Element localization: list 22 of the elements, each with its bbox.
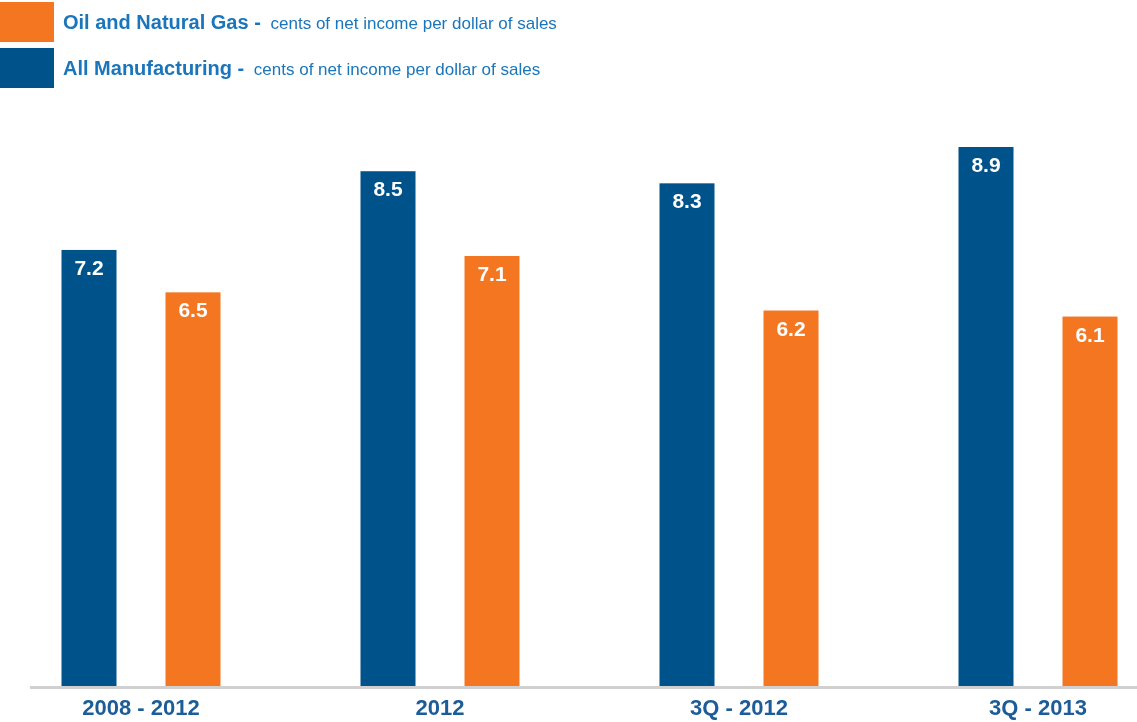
- bar: [360, 171, 416, 686]
- data-label: 7.2: [74, 255, 104, 279]
- bar: [165, 292, 221, 686]
- bar: [659, 183, 715, 686]
- data-label: 8.3: [672, 189, 702, 213]
- legend-label: Oil and Natural Gas - cents of net income per dollar of sales: [63, 11, 557, 33]
- bar: [61, 249, 117, 686]
- data-label: 8.5: [373, 177, 403, 201]
- x-tick-label: 2012: [415, 695, 465, 720]
- bar: [464, 256, 520, 686]
- legend-label: All Manufacturing - cents of net income per dollar of sales: [63, 57, 541, 79]
- data-label: 8.9: [971, 153, 1001, 176]
- x-tick-label: 3Q - 2012: [690, 695, 788, 720]
- data-label: 6.1: [1075, 322, 1105, 346]
- x-tick-label: 2008 - 2012: [82, 695, 200, 720]
- x-tick-label: 3Q - 2013: [989, 695, 1087, 720]
- bar: [763, 310, 819, 686]
- data-label: 6.5: [178, 298, 208, 322]
- data-label: 7.1: [477, 262, 507, 286]
- data-label: 6.2: [776, 316, 806, 340]
- bar: [958, 147, 1014, 686]
- bar: [1062, 316, 1118, 686]
